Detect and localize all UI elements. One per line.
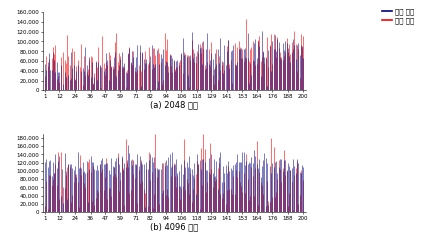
X-axis label: (a) 2048 노드: (a) 2048 노드 [150, 100, 198, 109]
Legend: 제안 기법, 기존 기법: 제안 기법, 기존 기법 [379, 6, 417, 27]
X-axis label: (b) 4096 노드: (b) 4096 노드 [150, 222, 198, 231]
